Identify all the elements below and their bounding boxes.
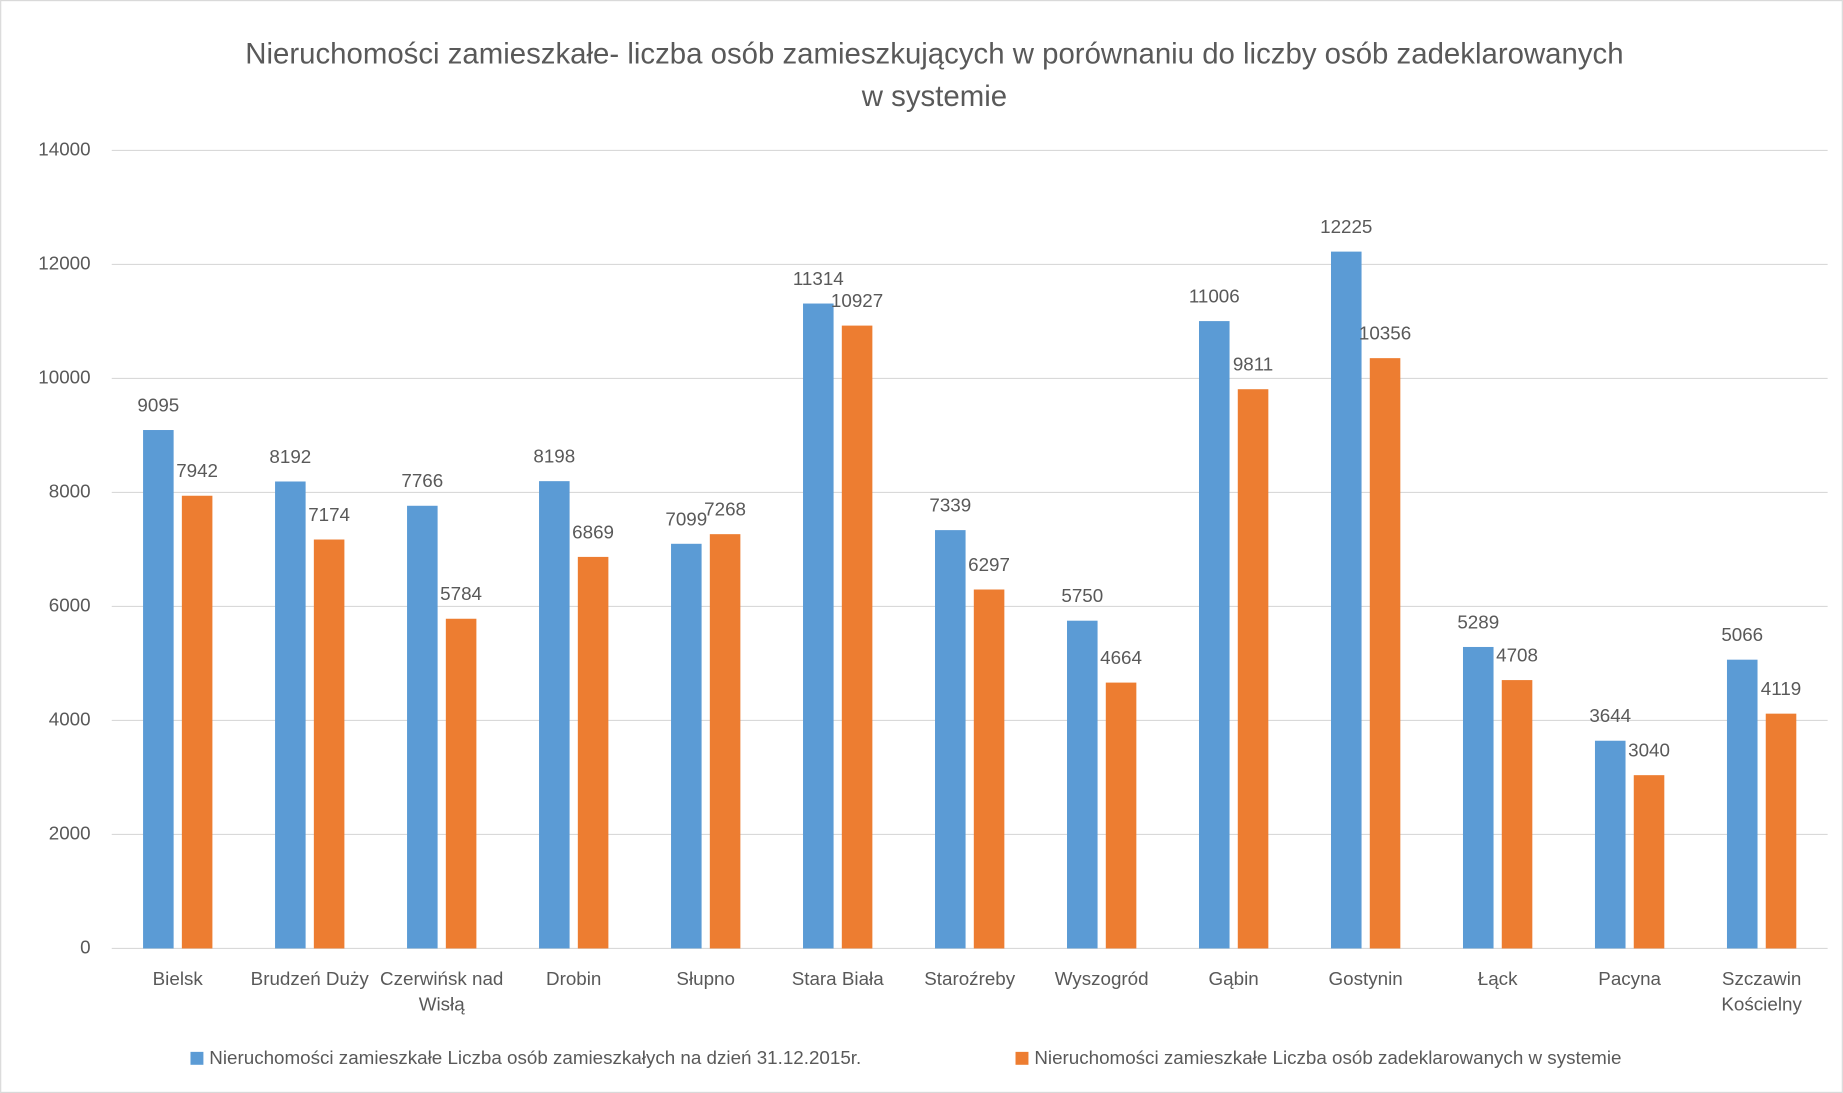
y-tick-label: 14000 <box>38 138 90 159</box>
data-label: 5289 <box>1457 611 1499 632</box>
x-tick-label: Bielsk <box>152 969 203 990</box>
x-tick-label-box: Wyszogród <box>1054 969 1149 990</box>
bar <box>1105 682 1137 949</box>
x-tick-label: Wyszogród <box>1054 969 1149 990</box>
y-tick-label: 2000 <box>49 822 91 843</box>
data-label: 3040 <box>1628 740 1670 761</box>
bar <box>1633 775 1665 949</box>
data-label: 11314 <box>793 268 844 289</box>
chart-title: Nieruchomości zamieszkałe- liczba osób z… <box>245 37 1624 113</box>
x-tick-label: Stara Biała <box>791 969 884 990</box>
bar <box>973 589 1005 949</box>
x-tick-label-box: Pacyna <box>1598 969 1662 990</box>
y-tick-label: 6000 <box>49 594 91 615</box>
bar <box>1237 389 1269 949</box>
bar <box>803 303 834 949</box>
x-tick-label-box: Gostynin <box>1328 969 1403 990</box>
bar <box>1369 358 1401 949</box>
data-label: 5784 <box>440 583 482 604</box>
x-tick-label: Łąck <box>1477 969 1518 990</box>
y-tick-label: 4000 <box>49 708 91 729</box>
x-tick-label-box: Szczawin Kościelny <box>1721 969 1802 1016</box>
data-label: 7174 <box>308 504 350 525</box>
data-label: 5750 <box>1061 585 1103 606</box>
bar <box>1726 659 1758 949</box>
legend-label: Nieruchomości zamieszkałe Liczba osób za… <box>209 1047 861 1068</box>
bar <box>445 618 477 949</box>
data-label: 4119 <box>1761 678 1801 699</box>
legend-label: Nieruchomości zamieszkałe Liczba osób za… <box>1034 1047 1621 1068</box>
bar <box>1067 620 1098 949</box>
bar <box>1198 321 1230 949</box>
x-tick-label-box: Gąbin <box>1208 969 1259 990</box>
data-label: 7766 <box>401 470 443 491</box>
data-label: 6869 <box>572 521 614 542</box>
x-tick-label: Gostynin <box>1328 969 1403 990</box>
bar <box>143 430 174 949</box>
bar <box>1330 251 1362 949</box>
data-label: 7099 <box>665 508 707 529</box>
data-label: 3644 <box>1589 705 1631 726</box>
data-label: 10356 <box>1359 323 1411 344</box>
bar <box>841 325 873 949</box>
data-label: 11006 <box>1189 286 1240 307</box>
x-tick-label: Staroźreby <box>924 969 1016 990</box>
bar <box>407 505 438 949</box>
y-tick-label: 0 <box>80 936 90 957</box>
legend-swatch <box>1015 1051 1029 1065</box>
data-label: 5066 <box>1721 624 1763 645</box>
data-label: 9095 <box>137 394 179 415</box>
bar <box>577 556 609 949</box>
title-box: Nieruchomości zamieszkałe- liczba osób z… <box>245 37 1624 113</box>
x-tick-label: Gąbin <box>1208 969 1259 990</box>
x-tick-label: Słupno <box>676 969 735 990</box>
bar <box>935 530 966 949</box>
bar <box>275 481 306 949</box>
y-tick-label: 10000 <box>38 366 90 387</box>
bar <box>1462 646 1494 949</box>
data-label: 8198 <box>533 446 575 467</box>
x-tick-label-box: Stara Biała <box>791 969 884 990</box>
x-tick-label-box: Drobin <box>545 969 602 990</box>
x-tick-label: Szczawin Kościelny <box>1721 969 1802 1016</box>
bar <box>313 539 345 949</box>
x-tick-label-box: Bielsk <box>152 969 203 990</box>
bar <box>709 534 741 949</box>
legend-swatch <box>190 1051 204 1065</box>
x-tick-label-box: Staroźreby <box>924 969 1016 990</box>
x-tick-label-box: Słupno <box>676 969 735 990</box>
y-tick-label: 8000 <box>49 480 91 501</box>
data-label: 4664 <box>1100 647 1142 668</box>
data-label: 6297 <box>968 554 1010 575</box>
y-tick-label: 12000 <box>38 252 90 273</box>
data-label: 7268 <box>704 499 746 520</box>
data-label: 8192 <box>269 446 311 467</box>
data-label: 12225 <box>1320 216 1372 237</box>
x-tick-label: Brudzeń Duży <box>250 969 369 990</box>
x-tick-label-box: Brudzeń Duży <box>250 969 369 990</box>
bar <box>539 481 570 949</box>
x-tick-label-box: Łąck <box>1477 969 1518 990</box>
data-label: 7339 <box>929 495 971 516</box>
data-label: 7942 <box>176 460 218 481</box>
bar <box>1501 680 1533 949</box>
bar <box>671 543 702 949</box>
x-tick-label: Drobin <box>545 969 602 990</box>
bar <box>1765 713 1797 949</box>
x-tick-label: Czerwińsk nad Wisłą <box>380 969 504 1016</box>
data-label: 9811 <box>1233 354 1273 375</box>
x-tick-label-box: Czerwińsk nad Wisłą <box>380 969 504 1016</box>
bar <box>181 495 213 949</box>
bar <box>1594 740 1626 949</box>
data-label: 4708 <box>1496 645 1538 666</box>
data-label: 10927 <box>831 290 883 311</box>
x-tick-label: Pacyna <box>1598 969 1662 990</box>
